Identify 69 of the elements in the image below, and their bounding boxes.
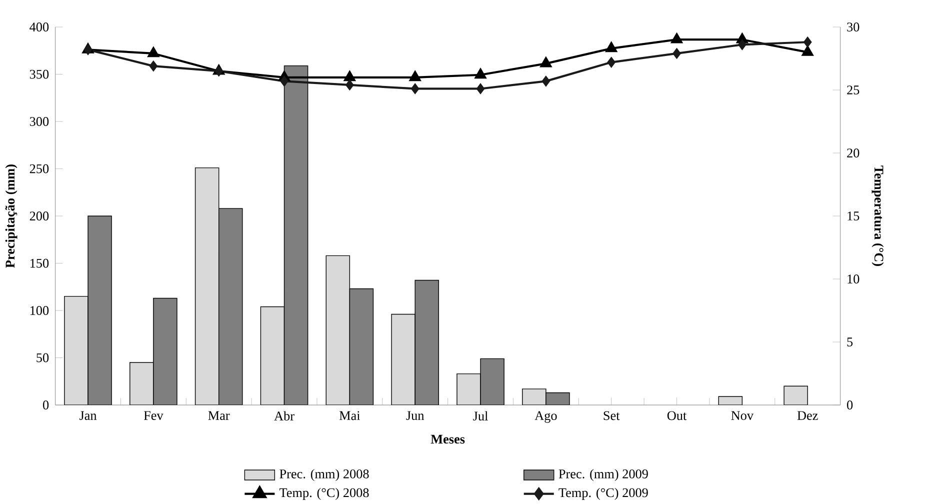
point — [672, 48, 681, 59]
y-tick-label: 150 — [30, 258, 49, 268]
point — [147, 46, 160, 58]
y-tick-label: 200 — [30, 212, 49, 220]
y2-axis-title: Temperatura (°C) — [872, 166, 884, 266]
x-tick-label: Jan — [79, 411, 97, 420]
bar — [194, 167, 220, 405]
y-tick-label: 300 — [30, 117, 49, 126]
point — [803, 36, 812, 48]
bar — [456, 373, 481, 405]
bar — [414, 280, 439, 405]
bar — [260, 306, 285, 405]
x-tick-label: Jun — [406, 411, 424, 420]
y2-tick-label: 30 — [847, 22, 860, 32]
y-tick-label: 50 — [36, 353, 49, 362]
y2-tick-label: 25 — [847, 86, 860, 94]
legend-label: Prec. (mm) 2008 — [280, 469, 369, 482]
y2-tick-label: 0 — [847, 400, 853, 410]
y-tick-label: 0 — [42, 400, 49, 410]
y-axis-title: Precipitação (mm) — [5, 164, 18, 268]
bar — [326, 255, 350, 405]
bar — [349, 288, 374, 405]
y-tick-label: 350 — [30, 70, 49, 79]
point — [607, 56, 616, 68]
point — [605, 41, 618, 52]
x-tick-label: Nov — [731, 411, 754, 420]
x-tick-label: Set — [604, 411, 620, 420]
point — [738, 39, 746, 50]
bar — [480, 358, 504, 405]
x-tick-label: Fev — [144, 411, 164, 420]
y2-tick-label: 20 — [847, 148, 860, 158]
x-tick-label: Jul — [473, 411, 488, 420]
x-axis-title: Meses — [430, 434, 465, 444]
x-tick-label: Mai — [339, 411, 360, 420]
point — [801, 45, 814, 56]
point — [540, 56, 552, 68]
bar — [88, 216, 112, 405]
point — [280, 76, 288, 87]
bar — [64, 296, 88, 405]
point — [149, 60, 158, 72]
point — [542, 76, 550, 87]
x-tick-label: Abr — [274, 411, 294, 420]
point — [408, 70, 422, 82]
bar — [218, 208, 243, 405]
point — [345, 80, 354, 90]
bar — [391, 314, 416, 405]
legend-label: Prec. (mm) 2009 — [558, 469, 648, 482]
x-tick-label: Ago — [534, 411, 557, 423]
y-tick-label: 400 — [30, 22, 49, 32]
bar — [784, 386, 808, 405]
x-tick-label: Dez — [797, 411, 818, 420]
bar — [130, 362, 154, 405]
y2-tick-label: 5 — [847, 338, 853, 346]
bar — [284, 65, 308, 405]
point — [474, 68, 487, 79]
point — [476, 83, 485, 94]
x-tick-label: Mar — [208, 411, 230, 420]
y2-tick-label: 10 — [848, 274, 860, 284]
y-tick-label: 100 — [30, 306, 49, 315]
legend-label: Temp. (°C) 2008 — [279, 488, 369, 500]
y-tick-label: 250 — [30, 164, 49, 174]
legend-label: Temp. (°C) 2009 — [558, 488, 648, 500]
bar — [522, 388, 546, 405]
bar — [153, 298, 178, 405]
point — [670, 32, 683, 44]
point — [410, 83, 420, 94]
point — [344, 70, 356, 82]
y2-tick-label: 15 — [848, 212, 860, 220]
x-tick-label: Out — [667, 411, 687, 420]
